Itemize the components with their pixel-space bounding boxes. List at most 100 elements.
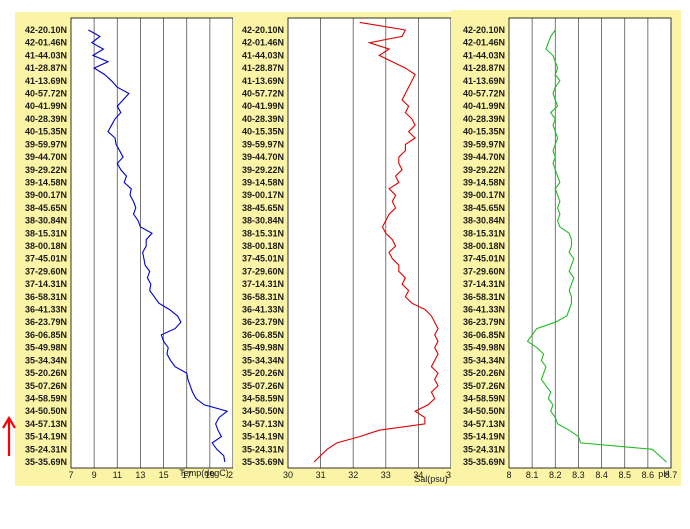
y-tick-label: 35-34.34N (25, 355, 67, 365)
x-axis-label: Sal(psu) (414, 474, 448, 484)
x-axis-label: Temp(degC) (179, 468, 229, 478)
y-tick-label: 35-24.31N (25, 444, 67, 454)
y-tick-label: 42-20.10N (25, 25, 67, 35)
y-tick-label: 35-35.69N (25, 457, 67, 467)
plot-frame (508, 17, 672, 469)
y-tick-label: 41-13.69N (25, 76, 67, 86)
x-tick-label: 13 (135, 470, 145, 480)
y-tick-label: 38-00.18N (25, 241, 67, 251)
y-tick-label: 37-29.60N (242, 266, 284, 276)
y-tick-label: 36-06.85N (463, 330, 505, 340)
y-tick-label: 34-58.59N (242, 393, 284, 403)
y-tick-label: 42-20.10N (242, 25, 284, 35)
x-tick-label: 8.7 (665, 470, 678, 480)
y-tick-label: 40-57.72N (463, 89, 505, 99)
x-tick-label: 7 (68, 470, 73, 480)
plot-area (288, 18, 451, 468)
y-tick-label: 37-14.31N (463, 279, 505, 289)
y-tick-label: 36-06.85N (242, 330, 284, 340)
y-tick-label: 36-41.33N (25, 305, 67, 315)
y-tick-label: 34-57.13N (25, 419, 67, 429)
y-tick-label: 40-57.72N (25, 89, 67, 99)
charts-group: 7911131517192142-20.10N42-01.46N41-44.03… (15, 10, 681, 486)
x-tick-label: 8.4 (595, 470, 608, 480)
y-tick-label: 38-15.31N (242, 228, 284, 238)
y-tick-label: 34-58.59N (463, 393, 505, 403)
y-tick-label: 35-07.26N (242, 381, 284, 391)
y-tick-label: 36-23.79N (242, 317, 284, 327)
x-tick-label: 8.2 (549, 470, 562, 480)
y-tick-label: 41-44.03N (242, 50, 284, 60)
y-tick-label: 35-07.26N (463, 381, 505, 391)
x-tick-label: 8.6 (642, 470, 655, 480)
x-tick-label: 8.3 (572, 470, 585, 480)
y-tick-label: 36-41.33N (463, 305, 505, 315)
x-axis-label: pH (658, 469, 670, 479)
y-tick-label: 38-30.84N (463, 216, 505, 226)
y-tick-label: 38-15.31N (25, 228, 67, 238)
y-tick-label: 42-01.46N (463, 38, 505, 48)
x-tick-label: 19 (205, 470, 215, 480)
y-tick-label: 35-35.69N (463, 457, 505, 467)
y-tick-label: 42-01.46N (242, 38, 284, 48)
y-tick-label: 41-44.03N (25, 50, 67, 60)
y-tick-label: 35-14.19N (25, 432, 67, 442)
y-tick-label: 36-58.31N (25, 292, 67, 302)
y-tick-label: 40-41.99N (463, 101, 505, 111)
y-tick-label: 35-34.34N (463, 355, 505, 365)
y-tick-label: 42-01.46N (25, 38, 67, 48)
chart-panel-1: 7911131517192142-20.10N42-01.46N41-44.03… (15, 12, 238, 486)
y-tick-label: 34-58.59N (25, 393, 67, 403)
y-tick-label: 37-29.60N (25, 266, 67, 276)
y-tick-label: 39-29.22N (25, 165, 67, 175)
y-tick-label: 39-59.97N (463, 139, 505, 149)
y-tick-label: 41-13.69N (463, 76, 505, 86)
y-tick-label: 34-50.50N (463, 406, 505, 416)
y-tick-label: 40-57.72N (242, 89, 284, 99)
y-tick-label: 41-44.03N (463, 50, 505, 60)
y-tick-label: 39-44.70N (242, 152, 284, 162)
y-tick-label: 41-28.87N (25, 63, 67, 73)
x-tick-label: 33 (381, 470, 391, 480)
y-tick-label: 36-23.79N (25, 317, 67, 327)
y-tick-label: 40-28.39N (242, 114, 284, 124)
y-tick-label: 37-29.60N (463, 266, 505, 276)
y-tick-label: 39-00.17N (242, 190, 284, 200)
y-tick-label: 42-20.10N (463, 25, 505, 35)
y-tick-label: 39-44.70N (463, 152, 505, 162)
y-tick-label: 34-57.13N (242, 419, 284, 429)
y-tick-label: 35-20.26N (463, 368, 505, 378)
chart-panel-2: 30313233343542-20.10N42-01.46N41-44.03N4… (233, 12, 456, 486)
y-tick-label: 36-06.85N (25, 330, 67, 340)
y-tick-label: 41-28.87N (242, 63, 284, 73)
x-tick-label: 32 (348, 470, 358, 480)
y-tick-label: 35-20.26N (242, 368, 284, 378)
x-tick-label: 31 (316, 470, 326, 480)
y-tick-label: 39-00.17N (25, 190, 67, 200)
y-tick-label: 36-58.31N (463, 292, 505, 302)
chart-panel-3: 8 8.1 8.2 8.3 8.4 8.5 8.6 8.7 42-20.10N 42-01.46N… (451, 10, 681, 486)
plot-area (71, 18, 233, 468)
y-tick-label: 35-24.31N (463, 444, 505, 454)
y-tick-label: 35-49.98N (463, 343, 505, 353)
y-tick-label: 37-14.31N (242, 279, 284, 289)
series-line (88, 29, 229, 463)
y-tick-label: 35-49.98N (25, 343, 67, 353)
x-tick-label: 15 (159, 470, 169, 480)
y-tick-label: 35-14.19N (463, 432, 505, 442)
x-tick-label: 8 (506, 470, 511, 480)
y-tick-label: 37-14.31N (25, 279, 67, 289)
y-tick-label: 36-41.33N (242, 305, 284, 315)
y-tick-label: 40-28.39N (463, 114, 505, 124)
y-tick-label: 35-34.34N (242, 355, 284, 365)
y-tick-label: 37-45.01N (463, 254, 505, 264)
red-arrow-icon (2, 415, 16, 456)
y-tick-label: 34-57.13N (463, 419, 505, 429)
y-tick-label: 35-49.98N (242, 343, 284, 353)
y-tick-label: 40-41.99N (25, 101, 67, 111)
y-tick-label: 41-28.87N (463, 63, 505, 73)
y-tick-label: 38-45.65N (463, 203, 505, 213)
y-tick-label: 39-29.22N (242, 165, 284, 175)
x-tick-label: 8.5 (618, 470, 631, 480)
